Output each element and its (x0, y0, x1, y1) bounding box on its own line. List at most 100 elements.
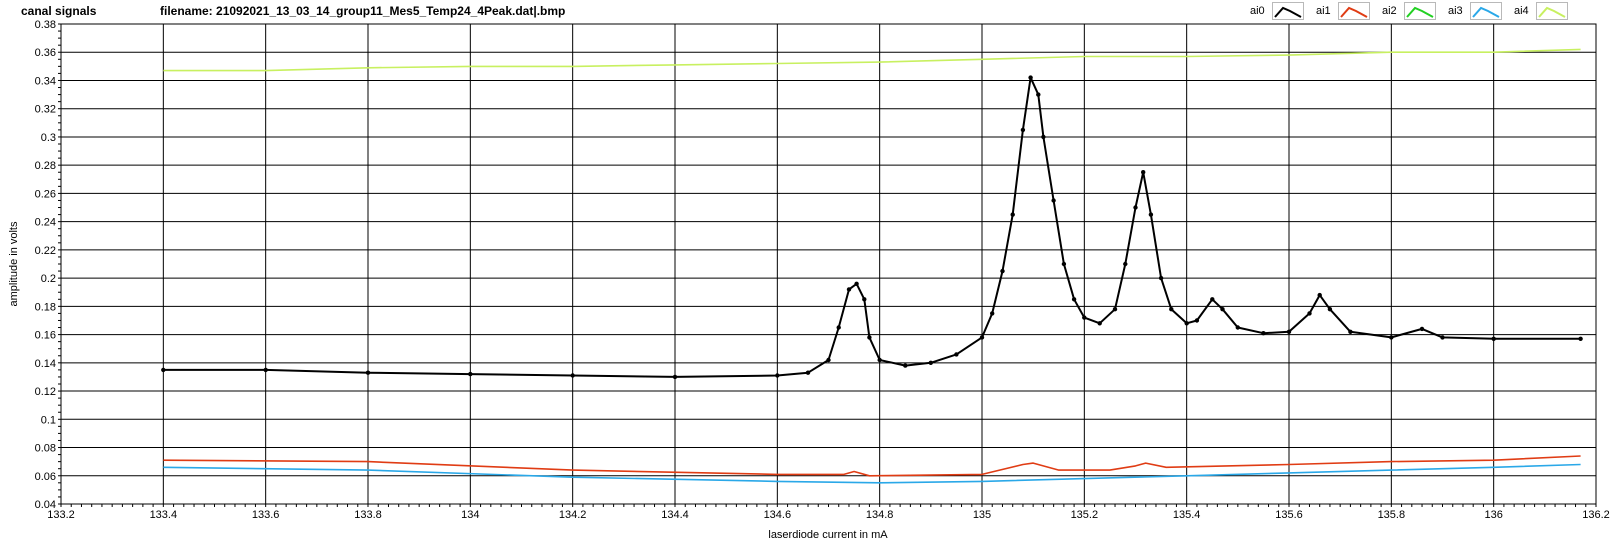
y-tick-label: 0.22 (35, 245, 56, 257)
data-point-ai0 (1169, 307, 1174, 312)
data-point-ai0 (1317, 292, 1322, 298)
data-point-ai0 (1578, 336, 1583, 341)
data-point-ai0 (1071, 297, 1077, 302)
data-point-ai0 (805, 370, 811, 375)
legend-swatch-icon (1338, 2, 1370, 20)
legend-swatch-icon (1404, 2, 1436, 20)
legend-swatch-icon (1470, 2, 1502, 20)
x-tick-label: 134.4 (661, 509, 689, 521)
plot-area (60, 23, 1597, 505)
data-point-ai0 (570, 373, 575, 378)
y-tick-label: 0.14 (35, 358, 56, 370)
y-tick-label: 0.36 (35, 47, 56, 59)
data-point-ai0 (1061, 261, 1067, 267)
data-point-ai0 (1440, 335, 1445, 340)
data-point-ai0 (1194, 318, 1200, 323)
data-point-ai0 (1286, 329, 1292, 334)
data-point-ai0 (862, 297, 867, 302)
series-ai1 (163, 455, 1581, 477)
y-tick-label: 0.16 (35, 330, 56, 342)
y-tick-label: 0.28 (35, 160, 56, 172)
data-point-ai0 (836, 325, 841, 330)
x-tick-label: 134.2 (559, 509, 587, 521)
x-tick-label: 133.2 (47, 509, 75, 521)
x-tick-label: 135.6 (1275, 509, 1303, 521)
series-ai3 (163, 463, 1581, 484)
data-point-ai0 (846, 287, 852, 292)
data-point-ai0 (1148, 212, 1154, 217)
y-tick-label: 0.18 (35, 301, 56, 313)
legend-swatch-icon (1536, 2, 1568, 20)
data-point-ai0 (1133, 205, 1138, 210)
data-point-ai0 (1327, 307, 1333, 312)
data-point-ai0 (1348, 329, 1353, 334)
data-point-ai0 (854, 281, 859, 286)
y-tick-label: 0.2 (41, 273, 56, 285)
series-line-ai1 (163, 455, 1581, 477)
x-tick-label: 135.2 (1071, 509, 1099, 521)
data-point-ai0 (672, 374, 678, 380)
data-point-ai0 (1036, 92, 1041, 97)
data-point-ai0 (468, 371, 473, 377)
axes: 133.2 133.4 133.6 133.8 134 134.2 134.4 134.6 13… (35, 19, 1610, 521)
series-line-ai3 (163, 463, 1581, 484)
data-point-ai0 (1419, 326, 1425, 332)
series-ai4 (163, 48, 1581, 72)
data-point-ai0 (1041, 134, 1046, 140)
data-point-ai0 (928, 360, 933, 365)
data-point-ai0 (1112, 307, 1118, 312)
x-tick-label: 133.8 (354, 509, 382, 521)
data-point-ai0 (1235, 325, 1241, 330)
data-point-ai0 (1028, 75, 1033, 80)
data-point-ai0 (1000, 268, 1005, 274)
y-tick-label: 0.26 (35, 188, 56, 200)
data-point-ai0 (1010, 212, 1015, 217)
data-point-ai0 (826, 357, 831, 363)
x-tick-label: 133.4 (150, 509, 178, 521)
data-point-ai0 (990, 311, 995, 316)
data-point-ai0 (1082, 315, 1087, 320)
legend-label: ai1 (1316, 5, 1331, 17)
data-point-ai0 (1158, 275, 1164, 281)
y-tick-label: 0.34 (35, 75, 56, 87)
data-point-ai0 (1261, 331, 1266, 336)
data-point-ai0 (1491, 336, 1496, 341)
data-point-ai0 (161, 367, 166, 373)
data-point-ai0 (903, 363, 908, 368)
data-point-ai0 (263, 367, 268, 373)
data-point-ai0 (1220, 307, 1225, 312)
y-tick-label: 0.08 (35, 443, 56, 455)
data-point-ai0 (954, 352, 959, 357)
legend-swatch-line (1274, 6, 1302, 18)
data-point-ai0 (1051, 198, 1056, 203)
data-point-ai0 (1123, 261, 1128, 267)
grid (60, 23, 1597, 505)
x-tick-label: 135.8 (1378, 509, 1406, 521)
y-tick-label: 0.3 (41, 132, 56, 144)
chart-title: canal signals (21, 4, 97, 18)
y-tick-label: 0.32 (35, 104, 56, 116)
data-point-ai0 (1210, 297, 1215, 302)
data-point-ai0 (1141, 170, 1146, 175)
legend-label: ai4 (1514, 5, 1529, 17)
legend-swatch-icon (1272, 2, 1304, 20)
legend-swatch-line (1406, 6, 1434, 18)
x-axis-title: laserdiode current in mA (768, 529, 888, 541)
data-point-ai0 (365, 370, 371, 375)
x-tick-label: 134 (461, 509, 479, 521)
y-tick-label: 0.12 (35, 386, 56, 398)
x-tick-label: 135.4 (1173, 509, 1201, 521)
x-tick-label: 134.6 (764, 509, 792, 521)
x-tick-label: 136 (1484, 509, 1502, 521)
legend-swatch-line (1472, 6, 1500, 18)
y-tick-label: 0.24 (35, 217, 56, 229)
x-tick-label: 135 (973, 509, 991, 521)
series-line-ai0 (163, 76, 1581, 378)
data-point-ai0 (775, 373, 780, 378)
legend-label: ai2 (1382, 5, 1397, 17)
chart-header: canal signals filename: 21092021_13_03_1… (0, 0, 1620, 22)
y-tick-label: 0.38 (35, 19, 56, 31)
legend-swatch-line (1340, 6, 1368, 18)
series-layer (161, 48, 1583, 484)
